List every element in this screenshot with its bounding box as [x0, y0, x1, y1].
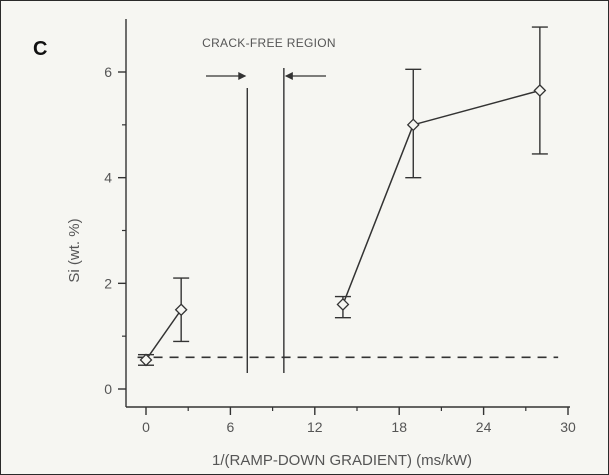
region-left-arrowhead — [238, 72, 247, 80]
x-tick-label-6: 6 — [227, 419, 235, 435]
x-axis-title: 1/(RAMP-DOWN GRADIENT) (ms/kW) — [212, 452, 472, 469]
data-point-left-1 — [174, 303, 188, 317]
y-tick-label-6: 6 — [104, 64, 112, 80]
y-tick-label-0: 0 — [104, 381, 112, 397]
x-tick-label-18: 18 — [391, 419, 407, 435]
region-right-arrowhead — [284, 72, 293, 80]
region-label: CRACK-FREE REGION — [202, 36, 336, 50]
x-tick-label-24: 24 — [476, 419, 492, 435]
crack-free-region: CRACK-FREE REGION — [202, 36, 336, 373]
data-point-left-0 — [139, 353, 153, 367]
data-point-right-2 — [533, 84, 547, 97]
data-point-right-0 — [336, 298, 350, 311]
y-axis-title: Si (wt. %) — [66, 218, 83, 282]
x-tick-label-12: 12 — [307, 419, 323, 435]
x-tick-label-0: 0 — [142, 419, 150, 435]
y-tick-label-2: 2 — [104, 275, 112, 291]
x-tick-label-30: 30 — [560, 419, 576, 435]
series-line-right — [342, 89, 541, 305]
series-line-left — [145, 309, 182, 361]
y-tick-label-4: 4 — [104, 170, 112, 186]
data-point-right-1 — [406, 118, 420, 132]
chart-marks — [137, 26, 559, 367]
panel-label: C — [33, 38, 47, 60]
